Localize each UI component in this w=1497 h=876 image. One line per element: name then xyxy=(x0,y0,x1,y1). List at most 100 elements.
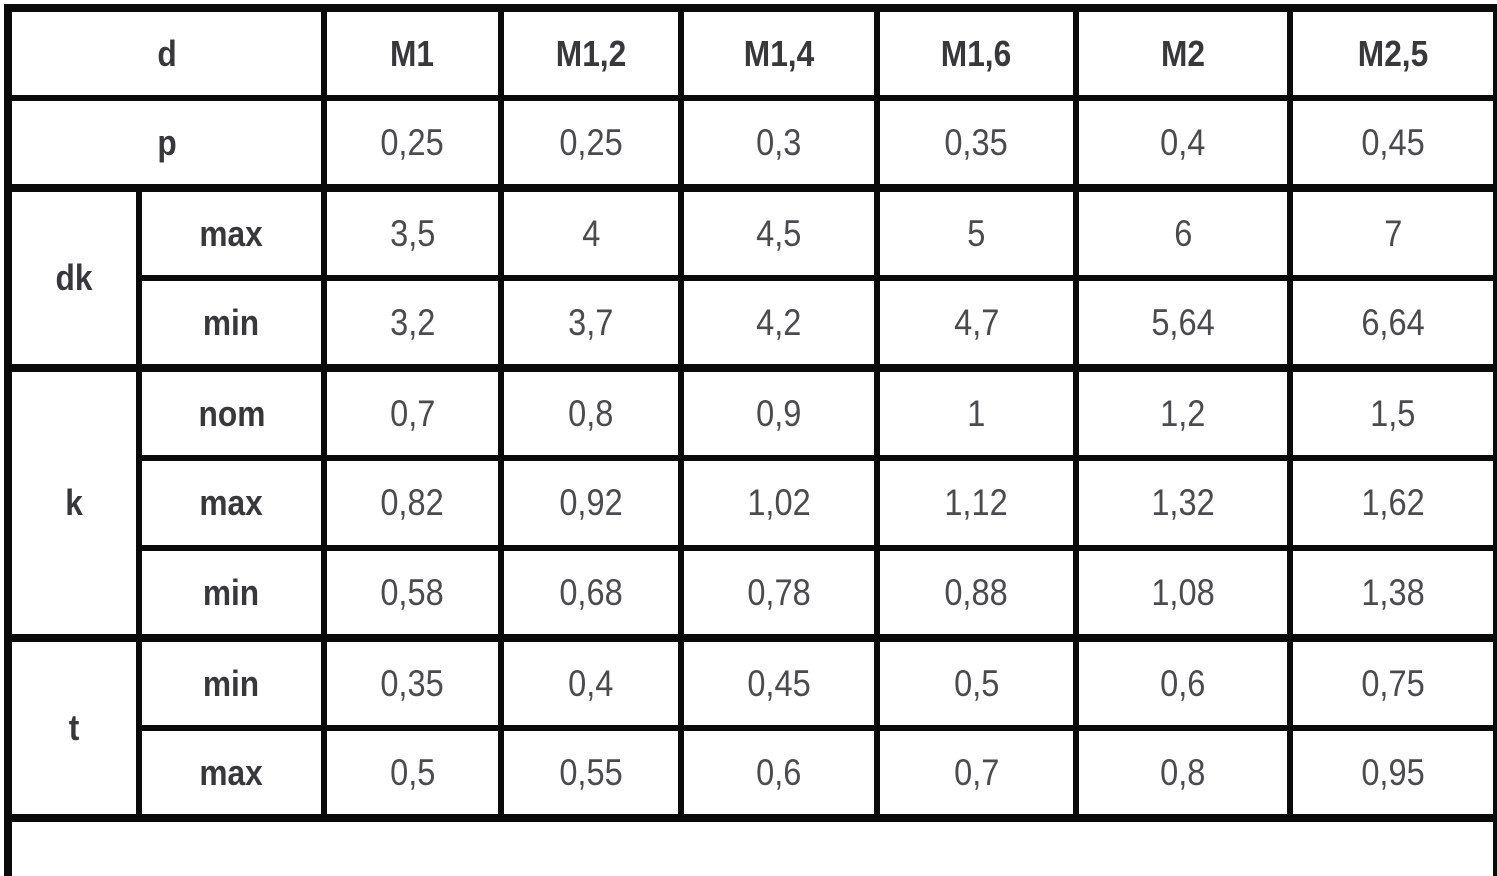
value-cell-t-min-m2-5: 0,75 xyxy=(1287,634,1497,731)
value-text: 0,7 xyxy=(389,392,436,434)
value-text: 0,7 xyxy=(953,751,1000,793)
value-text: 3,5 xyxy=(389,212,436,254)
value-cell-t-max-m2-5: 0,95 xyxy=(1287,725,1497,821)
table-row-dk-min: min 3,2 3,7 4,2 4,7 5,64 6,64 xyxy=(8,275,1497,371)
sub-label-text: min xyxy=(203,571,260,613)
col-header-m1-text: M1 xyxy=(390,32,435,74)
value-cell-k-min-m1: 0,58 xyxy=(321,545,504,641)
value-text: 1,02 xyxy=(747,482,811,523)
value-cell-k-max-m1-6: 1,12 xyxy=(874,455,1079,551)
value-text: 1,2 xyxy=(1160,392,1206,434)
value-text: 1,08 xyxy=(1151,571,1215,613)
sub-label-t-min: min xyxy=(136,634,327,731)
value-cell-dk-min-m1-6: 4,7 xyxy=(874,275,1079,371)
value-text: 4,2 xyxy=(756,301,802,343)
value-cell-t-min-m1-4: 0,45 xyxy=(678,634,880,731)
value-cell-dk-max-m1: 3,5 xyxy=(321,184,504,281)
row-label-d: d xyxy=(5,5,327,101)
col-header-m1-2-text: M1,2 xyxy=(555,32,627,74)
value-cell-k-nom-m1-4: 0,9 xyxy=(678,364,880,461)
value-text: 4 xyxy=(581,212,601,254)
value-cell-dk-max-m2-5: 7 xyxy=(1287,184,1497,281)
value-text: 0,55 xyxy=(559,751,623,793)
row-label-t: t xyxy=(5,634,142,821)
value-cell-dk-max-m1-2: 4 xyxy=(498,184,684,281)
row-label-dk: dk xyxy=(5,184,142,371)
value-cell-k-min-m1-4: 0,78 xyxy=(678,545,880,641)
value-cell-t-max-m1: 0,5 xyxy=(321,725,504,821)
value-text: 0,9 xyxy=(756,392,802,434)
table-row-k-min: min 0,58 0,68 0,78 0,88 1,08 1,38 xyxy=(8,545,1497,641)
value-text: 6 xyxy=(1173,212,1193,254)
value-text: 0,75 xyxy=(1361,662,1425,704)
value-cell-dk-min-m1-4: 4,2 xyxy=(678,275,880,371)
value-text: 0,25 xyxy=(559,121,623,163)
row-label-k-text: k xyxy=(65,482,83,523)
col-header-m2-5: M2,5 xyxy=(1287,5,1497,101)
value-cell-p-m2-5: 0,45 xyxy=(1287,95,1497,191)
value-cell-k-max-m1-2: 0,92 xyxy=(498,455,684,551)
value-text: 0,45 xyxy=(1361,121,1425,163)
col-header-m1: M1 xyxy=(321,5,504,101)
col-header-m2-text: M2 xyxy=(1160,32,1205,74)
value-text: 0,78 xyxy=(747,571,811,613)
value-cell-t-max-m1-4: 0,6 xyxy=(678,725,880,821)
value-text: 1,5 xyxy=(1370,392,1416,434)
col-header-m1-2: M1,2 xyxy=(498,5,684,101)
value-text: 0,35 xyxy=(380,662,445,704)
value-text: 0,25 xyxy=(380,121,445,163)
value-text: 6,64 xyxy=(1361,301,1425,343)
value-text: 0,95 xyxy=(1361,751,1425,793)
row-label-t-text: t xyxy=(68,707,80,748)
sub-label-text: min xyxy=(203,301,260,343)
row-label-d-text: d xyxy=(156,32,177,74)
table-row-t-max: max 0,5 0,55 0,6 0,7 0,8 0,95 xyxy=(8,725,1497,821)
value-cell-dk-max-m1-6: 5 xyxy=(874,184,1079,281)
col-header-m1-6-text: M1,6 xyxy=(941,32,1012,74)
value-text: 0,3 xyxy=(756,121,802,163)
table-row-k-nom: k nom 0,7 0,8 0,9 1 1,2 1,5 xyxy=(5,364,1497,641)
value-cell-t-min-m1-6: 0,5 xyxy=(874,634,1079,731)
value-text: 0,5 xyxy=(389,751,436,793)
value-cell-k-max-m1-4: 1,02 xyxy=(678,455,880,551)
sub-label-k-min: min xyxy=(136,545,327,641)
value-text: 1 xyxy=(967,392,986,434)
value-text: 4,5 xyxy=(756,212,802,254)
table-row-k-max: max 0,82 0,92 1,02 1,12 1,32 1,62 xyxy=(8,455,1497,551)
value-text: 1,12 xyxy=(944,482,1009,523)
row-label-p-text: p xyxy=(156,121,177,163)
sub-label-k-max: max xyxy=(136,455,327,551)
value-text: 0,6 xyxy=(756,751,802,793)
sub-label-k-nom: nom xyxy=(136,364,327,461)
screw-dimension-table: d M1 M1,2 M1,4 M1,6 M2 M2,5 p 0,25 0,25 … xyxy=(4,4,1497,876)
value-text: 3,2 xyxy=(389,301,436,343)
value-cell-k-min-m2: 1,08 xyxy=(1073,545,1293,641)
value-cell-k-nom-m2-5: 1,5 xyxy=(1287,364,1497,461)
value-text: 0,6 xyxy=(1160,662,1206,704)
value-text: 0,8 xyxy=(568,392,614,434)
sub-label-text: max xyxy=(199,482,264,523)
value-cell-p-m2: 0,4 xyxy=(1073,95,1293,191)
value-text: 1,32 xyxy=(1151,482,1215,523)
value-cell-t-max-m1-6: 0,7 xyxy=(874,725,1079,821)
value-cell-k-max-m2: 1,32 xyxy=(1073,455,1293,551)
sub-label-text: max xyxy=(199,212,264,254)
value-cell-k-max-m1: 0,82 xyxy=(321,455,504,551)
table-row-t-min: t min 0,35 0,4 0,45 0,5 0,6 0,75 xyxy=(5,634,1497,821)
value-cell-dk-min-m2: 5,64 xyxy=(1073,275,1293,371)
col-header-m1-4: M1,4 xyxy=(678,5,880,101)
table-row-header: d M1 M1,2 M1,4 M1,6 M2 M2,5 xyxy=(5,5,1497,101)
col-header-m1-6: M1,6 xyxy=(874,5,1079,101)
value-cell-dk-min-m1-2: 3,7 xyxy=(498,275,684,371)
table-row-p: p 0,25 0,25 0,3 0,35 0,4 0,45 xyxy=(5,95,1497,191)
value-cell-dk-max-m1-4: 4,5 xyxy=(678,184,880,281)
value-cell-dk-min-m1: 3,2 xyxy=(321,275,504,371)
value-text: 1,62 xyxy=(1361,482,1425,523)
value-cell-t-min-m2: 0,6 xyxy=(1073,634,1293,731)
value-text: 0,8 xyxy=(1160,751,1206,793)
value-cell-t-max-m2: 0,8 xyxy=(1073,725,1293,821)
value-text: 0,82 xyxy=(380,482,445,523)
value-cell-p-m1: 0,25 xyxy=(321,95,504,191)
value-cell-p-m1-2: 0,25 xyxy=(498,95,684,191)
